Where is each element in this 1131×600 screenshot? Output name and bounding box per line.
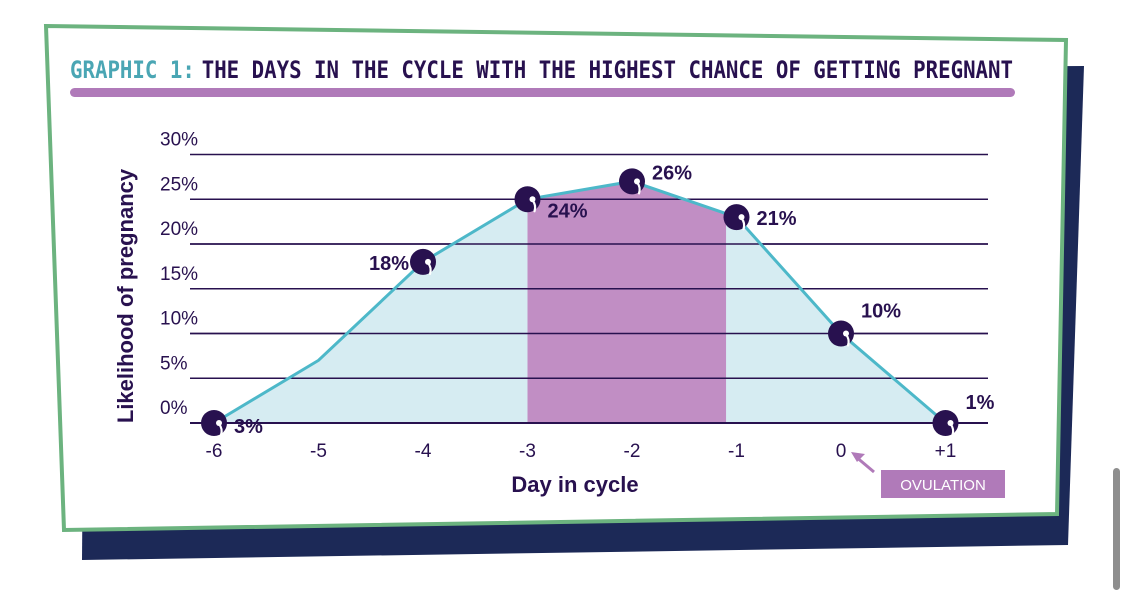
title-underline — [70, 88, 1015, 97]
x-tick-label: -2 — [624, 441, 641, 462]
data-marker — [619, 168, 645, 195]
data-label: 24% — [548, 200, 588, 222]
fertile-window-highlight — [527, 181, 727, 423]
y-tick-label: 15% — [160, 264, 198, 285]
data-marker — [828, 320, 854, 347]
x-tick-label: -1 — [728, 441, 745, 462]
series-line — [213, 179, 947, 425]
y-tick-label: 5% — [160, 353, 188, 374]
data-label: 1% — [966, 392, 995, 414]
marker-dot — [529, 196, 536, 203]
chart-title-prefix: GRAPHIC 1: — [70, 56, 195, 84]
x-axis-label: Day in cycle — [511, 472, 638, 497]
marker-dot — [843, 330, 849, 337]
marker-dot — [216, 420, 222, 426]
data-label: 10% — [861, 301, 901, 323]
x-tick-label: 0 — [836, 441, 847, 462]
marker-circle — [514, 186, 541, 213]
marker-circle — [932, 410, 959, 436]
marker-circle — [619, 168, 645, 195]
y-tick-label: 20% — [160, 219, 198, 240]
y-tick-label: 10% — [160, 309, 198, 330]
y-tick-label: 0% — [160, 398, 188, 419]
x-tick-label: -4 — [415, 441, 432, 462]
y-axis-label: Likelihood of pregnancy — [113, 168, 138, 423]
data-marker — [201, 410, 227, 437]
x-tick-label: -6 — [206, 441, 223, 462]
scrollbar[interactable] — [1113, 468, 1120, 590]
marker-dot — [947, 420, 954, 426]
chart-title: GRAPHIC 1:THE DAYS IN THE CYCLE WITH THE… — [70, 56, 1013, 84]
data-marker — [932, 410, 959, 437]
data-marker — [514, 186, 541, 213]
marker-circle — [410, 248, 436, 275]
data-marker — [410, 248, 436, 275]
marker-dot — [425, 258, 431, 265]
data-label: 21% — [757, 208, 797, 230]
x-tick-label: -3 — [519, 441, 536, 462]
x-tick-label: -5 — [310, 441, 327, 462]
chart-title-main: THE DAYS IN THE CYCLE WITH THE HIGHEST C… — [202, 56, 1013, 84]
marker-circle — [201, 410, 227, 436]
marker-dot — [634, 178, 640, 185]
marker-circle — [723, 204, 750, 231]
y-tick-label: 25% — [160, 174, 198, 195]
ovulation-badge — [881, 470, 1005, 498]
data-marker — [723, 204, 750, 231]
y-tick-label: 30% — [160, 130, 198, 151]
data-label: 3% — [234, 416, 263, 438]
marker-circle — [828, 320, 854, 347]
data-label: 26% — [652, 162, 692, 184]
x-tick-label: +1 — [935, 441, 957, 462]
marker-dot — [738, 214, 745, 221]
ovulation-arrow-head — [851, 452, 865, 462]
data-label: 18% — [369, 253, 409, 275]
ovulation-label: OVULATION — [900, 477, 986, 494]
